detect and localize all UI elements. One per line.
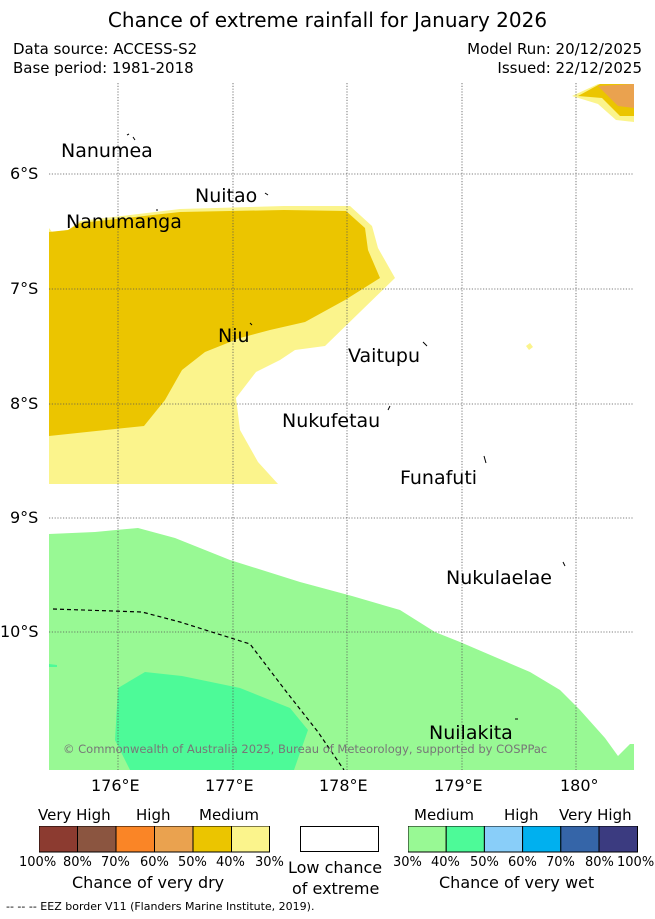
wet-colorbar — [408, 826, 638, 853]
wet-tick-100: 100% — [617, 855, 655, 870]
dry-swatch-5 — [231, 826, 270, 853]
base-period: Base period: 1981-2018 — [13, 59, 194, 77]
place-funafuti: Funafuti — [400, 467, 478, 489]
eez-border-note: -- -- -- EEZ border V11 (Flanders Marine… — [6, 900, 315, 913]
dry-medium-label: Medium — [199, 806, 259, 824]
page-title: Chance of extreme rainfall for January 2… — [107, 8, 548, 32]
low-chance-swatch — [300, 826, 379, 852]
lat-label-6s: 6°S — [10, 164, 39, 183]
issued-date: Issued: 22/12/2025 — [497, 59, 642, 77]
place-nanumanga: Nanumanga — [66, 211, 182, 233]
wet-swatch-4 — [560, 826, 600, 853]
lat-label-9s: 9°S — [10, 508, 39, 527]
place-nuilakita: Nuilakita — [429, 722, 513, 744]
dry-colorbar — [39, 826, 270, 853]
dry-swatch-0 — [39, 826, 78, 853]
wet-swatch-3 — [522, 826, 562, 853]
lon-label-176e: 176°E — [91, 776, 140, 795]
dry-tick-30: 30% — [255, 855, 284, 870]
place-nukulaelae: Nukulaelae — [446, 567, 552, 589]
dry-tick-80: 80% — [63, 855, 92, 870]
dry-region-40-50 — [49, 210, 380, 436]
wet-medium-label: Medium — [414, 806, 474, 824]
place-nukufetau: Nukufetau — [282, 410, 381, 432]
dry-swatch-2 — [115, 826, 155, 853]
lon-label-177e: 177°E — [205, 776, 254, 795]
wet-tick-30: 30% — [393, 855, 422, 870]
place-nanumea: Nanumea — [61, 140, 153, 162]
dry-tick-50: 50% — [178, 855, 207, 870]
dry-very-high-label: Very High — [38, 806, 111, 824]
wet-speck — [49, 664, 57, 667]
place-nuitao: Nuitao — [195, 185, 258, 207]
wet-tick-50: 50% — [470, 855, 499, 870]
wet-swatch-1 — [445, 826, 485, 853]
dry-tick-70: 70% — [101, 855, 130, 870]
lat-label-7s: 7°S — [10, 279, 39, 298]
wet-tick-80: 80% — [585, 855, 614, 870]
dry-swatch-4 — [192, 826, 232, 853]
lon-label-180: 180° — [560, 776, 599, 795]
dry-region-ne-orange — [598, 84, 634, 108]
wet-region-40-50 — [115, 672, 308, 770]
copyright-notice: © Commonwealth of Australia 2025, Bureau… — [63, 742, 548, 756]
island-marks — [126, 133, 566, 720]
dry-tick-100: 100% — [19, 855, 57, 870]
dry-tick-60: 60% — [140, 855, 169, 870]
wet-swatch-2 — [483, 826, 524, 853]
dry-caption: Chance of very dry — [72, 873, 225, 892]
wet-tick-60: 60% — [508, 855, 537, 870]
dry-swatch-1 — [77, 826, 117, 853]
low-chance-caption-2: of extreme — [292, 879, 380, 898]
lon-label-179e: 179°E — [434, 776, 483, 795]
low-chance-caption-1: Low chance — [288, 858, 383, 877]
wet-swatch-5 — [598, 826, 638, 853]
dry-tick-40: 40% — [216, 855, 245, 870]
wet-tick-70: 70% — [546, 855, 575, 870]
dry-swatch-3 — [154, 826, 194, 853]
place-vaitupu: Vaitupu — [348, 345, 421, 367]
lat-label-10s: 10°S — [0, 622, 39, 641]
wet-high-label: High — [504, 806, 539, 824]
wet-swatch-0 — [408, 826, 447, 853]
model-run: Model Run: 20/12/2025 — [467, 40, 642, 58]
lat-label-8s: 8°S — [10, 394, 39, 413]
graticule — [49, 83, 634, 770]
dry-speck — [526, 343, 533, 350]
wet-tick-40: 40% — [431, 855, 460, 870]
wet-very-high-label: Very High — [559, 806, 632, 824]
place-niu: Niu — [218, 325, 250, 347]
lon-label-178e: 178°E — [319, 776, 368, 795]
data-source: Data source: ACCESS-S2 — [13, 40, 198, 58]
wet-caption: Chance of very wet — [439, 873, 595, 892]
dry-high-label: High — [136, 806, 171, 824]
